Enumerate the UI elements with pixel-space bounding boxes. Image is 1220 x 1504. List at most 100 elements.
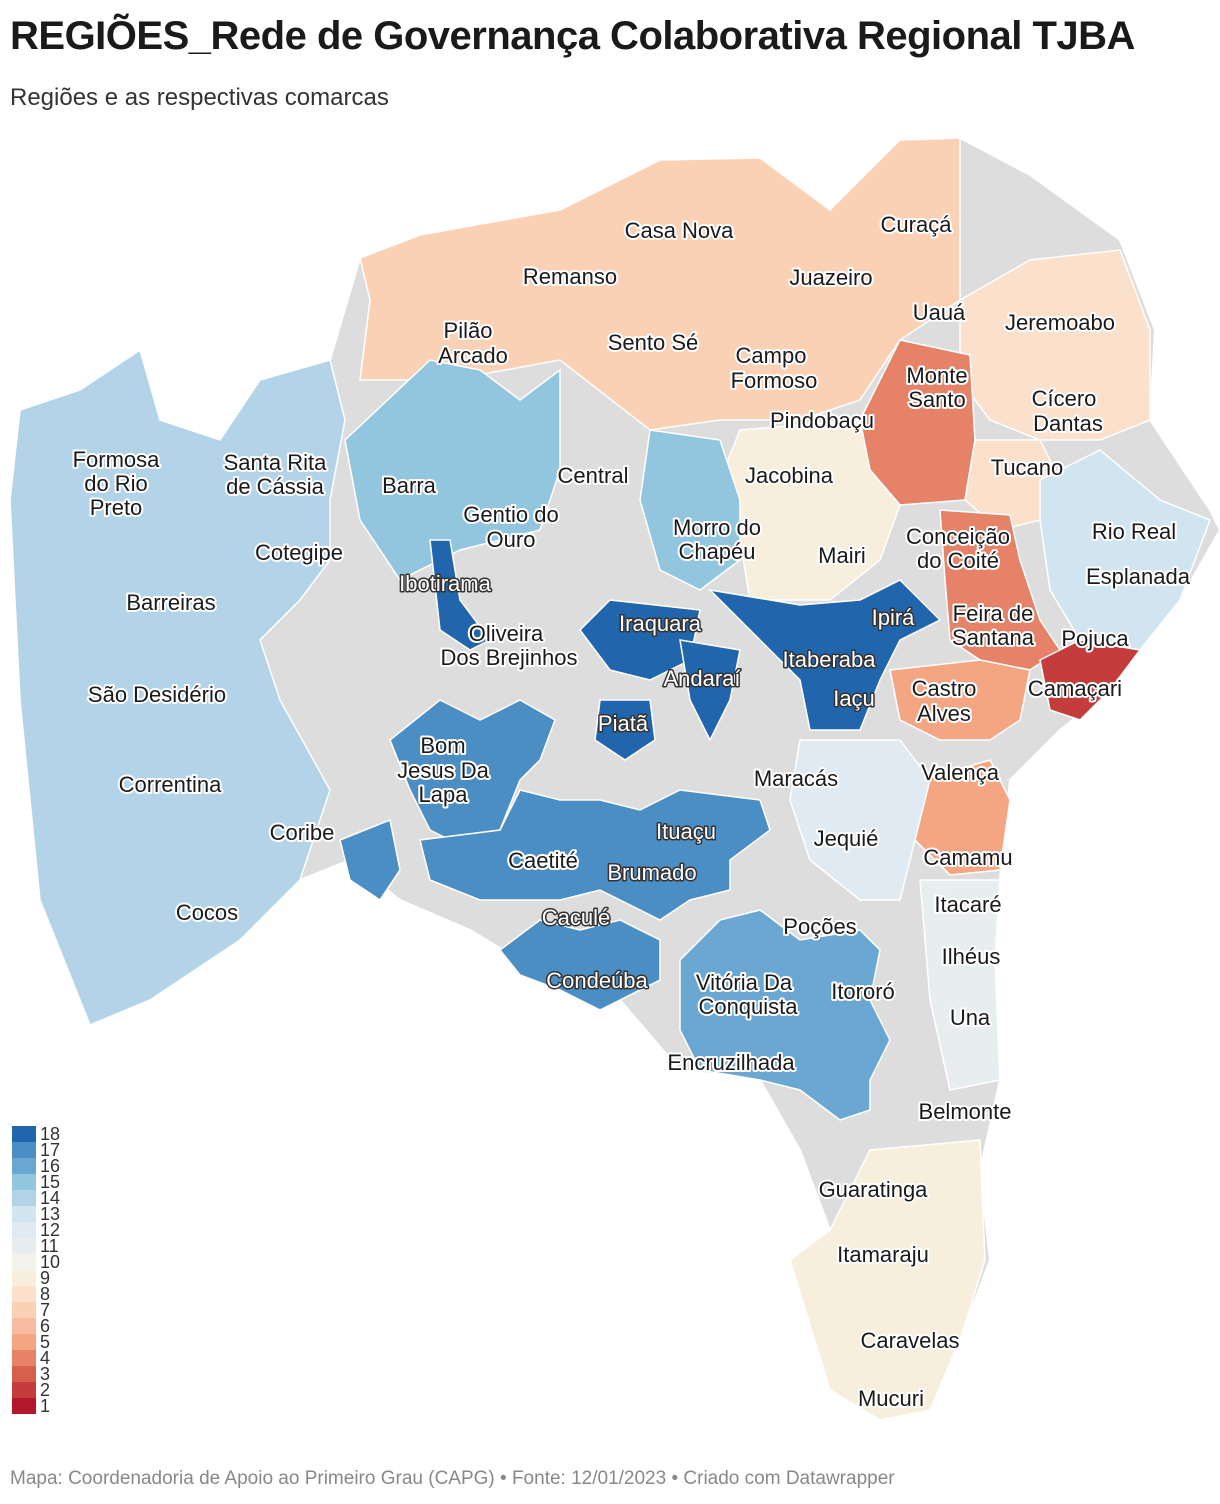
region-andarai[interactable] bbox=[679, 639, 741, 742]
region-label: Conceição bbox=[906, 524, 1010, 549]
region-label: do Rio bbox=[84, 471, 148, 496]
region-label: Formoso bbox=[731, 368, 818, 393]
region-label: Ilhéus bbox=[942, 944, 1001, 969]
region-piata[interactable] bbox=[594, 699, 656, 761]
region-label: Jeremoabo bbox=[1005, 310, 1115, 335]
region-label: Rio Real bbox=[1092, 519, 1176, 544]
region-morro-chapeu[interactable] bbox=[639, 429, 741, 591]
region-label: Ouro bbox=[487, 527, 536, 552]
legend-label: 13 bbox=[40, 1204, 61, 1224]
legend-item: 8 bbox=[12, 1284, 72, 1304]
region-itaberaba[interactable] bbox=[707, 579, 942, 731]
region-label: Dos Brejinhos bbox=[441, 645, 578, 670]
region-label: Piatã bbox=[598, 711, 649, 736]
region-label: do Coité bbox=[917, 548, 999, 573]
legend-swatch bbox=[12, 1190, 36, 1206]
region-label: Maracás bbox=[754, 766, 838, 791]
region-esplanada[interactable] bbox=[1039, 449, 1211, 651]
region-label: Curaçá bbox=[881, 212, 953, 237]
bahia-map[interactable]: Casa Nova Curaçá Remanso Juazeiro PilãoArcad… bbox=[0, 120, 1220, 1440]
legend-item: 4 bbox=[12, 1348, 72, 1368]
region-label: Mairi bbox=[818, 543, 866, 568]
region-label: Encruzilhada bbox=[667, 1050, 795, 1075]
legend-swatch bbox=[12, 1206, 36, 1222]
color-legend: 18 17 16 15 14 13 12 11 10 9 8 7 6 5 4 3 2 1 bbox=[12, 1124, 72, 1416]
region-label: Preto bbox=[90, 495, 143, 520]
legend-swatch bbox=[12, 1254, 36, 1270]
region-ilheus[interactable] bbox=[919, 879, 1001, 1091]
map-footer: Mapa: Coordenadoria de Apoio ao Primeiro… bbox=[10, 1468, 895, 1489]
region-condeuba[interactable] bbox=[498, 919, 661, 1011]
region-label: Coribe bbox=[270, 820, 335, 845]
region-northeast[interactable] bbox=[959, 249, 1151, 441]
legend-item: 2 bbox=[12, 1380, 72, 1400]
legend-item: 18 bbox=[12, 1124, 72, 1144]
region-jequie[interactable] bbox=[789, 739, 931, 901]
region-label: Barra bbox=[382, 473, 437, 498]
legend-label: 6 bbox=[40, 1316, 51, 1336]
region-label: Pindobaçu bbox=[770, 408, 874, 433]
region-label: Ipirá bbox=[872, 605, 916, 630]
legend-swatch bbox=[12, 1382, 36, 1398]
region-label: Valença bbox=[921, 760, 1000, 785]
region-label: Brumado bbox=[607, 860, 696, 885]
region-label: Oliveira bbox=[469, 621, 544, 646]
legend-label: 16 bbox=[40, 1156, 61, 1176]
region-label: Itororó bbox=[831, 979, 895, 1004]
region-south-coast[interactable] bbox=[789, 1139, 986, 1421]
region-label: Cotegipe bbox=[255, 540, 343, 565]
region-label: Feira de bbox=[953, 601, 1034, 626]
map-title: REGIÕES_Rede de Governança Colaborativa … bbox=[10, 14, 1135, 58]
legend-swatch bbox=[12, 1366, 36, 1382]
region-label: Ituaçu bbox=[656, 819, 716, 844]
legend-swatch bbox=[12, 1238, 36, 1254]
legend-swatch bbox=[12, 1302, 36, 1318]
region-barra[interactable] bbox=[344, 359, 561, 581]
region-caetite[interactable] bbox=[419, 789, 771, 921]
legend-label: 7 bbox=[40, 1300, 51, 1320]
legend-item: 10 bbox=[12, 1252, 72, 1272]
region-camacari[interactable] bbox=[1039, 639, 1142, 721]
region-label: Jequié bbox=[814, 826, 879, 851]
region-label: Arcado bbox=[438, 343, 508, 368]
region-vitoria-conquista[interactable] bbox=[679, 909, 891, 1121]
legend-label: 15 bbox=[40, 1172, 61, 1192]
legend-label: 1 bbox=[40, 1396, 51, 1416]
legend-label: 2 bbox=[40, 1380, 51, 1400]
legend-label: 17 bbox=[40, 1140, 61, 1160]
legend-label: 5 bbox=[40, 1332, 51, 1352]
legend-item: 13 bbox=[12, 1204, 72, 1224]
region-label: Dantas bbox=[1033, 411, 1103, 436]
legend-item: 1 bbox=[12, 1396, 72, 1416]
region-label: Andaraí bbox=[663, 666, 740, 691]
region-castro-alves[interactable] bbox=[889, 659, 1031, 741]
legend-item: 5 bbox=[12, 1332, 72, 1352]
region-label: Campo bbox=[736, 343, 807, 368]
legend-item: 17 bbox=[12, 1140, 72, 1160]
region-label: Santa Rita bbox=[224, 450, 327, 475]
legend-swatch bbox=[12, 1222, 36, 1238]
region-label: Camamu bbox=[923, 845, 1012, 870]
legend-label: 9 bbox=[40, 1268, 51, 1288]
legend-label: 4 bbox=[40, 1348, 51, 1368]
region-label: Belmonte bbox=[919, 1099, 1012, 1124]
region-coribe-area[interactable] bbox=[339, 818, 401, 902]
region-label: Jesus Da bbox=[397, 758, 489, 783]
legend-label: 8 bbox=[40, 1284, 51, 1304]
legend-label: 12 bbox=[40, 1220, 61, 1240]
legend-swatch bbox=[12, 1334, 36, 1350]
region-label: Santo bbox=[908, 387, 966, 412]
region-label: Sento Sé bbox=[608, 330, 699, 355]
legend-label: 10 bbox=[40, 1252, 61, 1272]
legend-label: 18 bbox=[40, 1124, 61, 1144]
region-west[interactable] bbox=[9, 348, 346, 1026]
region-label: Camaçari bbox=[1028, 676, 1122, 701]
region-label: Correntina bbox=[119, 772, 222, 797]
map-labels: Casa Nova Curaçá Remanso Juazeiro PilãoArcad… bbox=[71, 210, 1193, 1413]
region-bom-jesus[interactable] bbox=[389, 699, 556, 851]
region-ibotirama[interactable] bbox=[429, 539, 492, 651]
region-label: Caetité bbox=[508, 848, 578, 873]
legend-label: 3 bbox=[40, 1364, 51, 1384]
legend-swatch bbox=[12, 1318, 36, 1334]
region-label: Santana bbox=[952, 625, 1035, 650]
